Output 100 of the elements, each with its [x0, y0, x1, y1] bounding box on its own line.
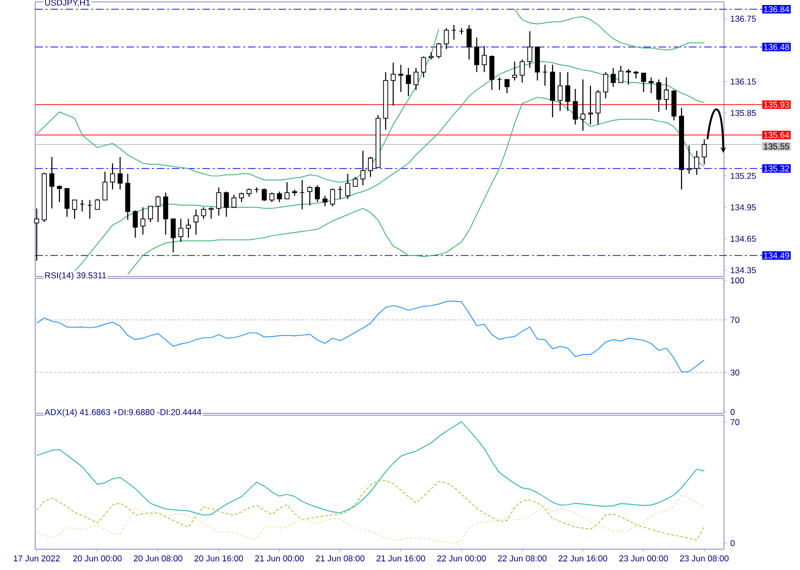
- candlestick: [110, 162, 116, 190]
- candlestick: [368, 156, 373, 178]
- y-tick-label: 136.75: [730, 16, 756, 22]
- line-series: [36, 300, 705, 372]
- candlestick: [345, 173, 350, 200]
- candlestick: [413, 67, 418, 90]
- candlestick: [193, 208, 198, 236]
- candlestick: [406, 67, 411, 97]
- candlestick: [231, 194, 236, 208]
- x-tick-label: 23 Jun 00:00: [619, 555, 668, 562]
- candlestick: [156, 195, 161, 222]
- ref-line-label: 136.84: [764, 6, 790, 12]
- candlestick: [178, 218, 184, 242]
- candlestick: [360, 150, 366, 186]
- candlestick: [512, 61, 518, 81]
- chart-title: USDJPY,H1: [45, 0, 90, 7]
- y-tick-label: 0: [730, 540, 735, 546]
- candlestick: [322, 195, 328, 207]
- x-tick-label: 21 Jun 00:00: [255, 555, 304, 562]
- candlestick: [186, 218, 191, 238]
- x-tick-label: 22 Jun 00:00: [437, 555, 486, 562]
- candlestick: [34, 208, 40, 262]
- candlestick: [648, 76, 654, 94]
- x-tick-label: 20 Jun 16:00: [194, 555, 244, 562]
- x-tick-label: 23 Jun 08:00: [680, 555, 729, 562]
- ref-line-label: 135.64: [764, 132, 790, 138]
- candlestick: [64, 188, 70, 218]
- candlestick: [224, 191, 229, 218]
- candlestick: [436, 42, 442, 59]
- candlestick: [603, 72, 608, 99]
- candlestick: [269, 192, 274, 203]
- x-tick-label: 17 Jun 2022: [14, 555, 60, 562]
- candlestick: [276, 191, 282, 203]
- candlestick: [572, 88, 578, 126]
- candlestick: [444, 28, 449, 50]
- ref-line-label: 135.32: [764, 165, 790, 172]
- candlestick: [558, 72, 563, 112]
- candlestick: [686, 144, 692, 174]
- candlestick: [262, 188, 267, 202]
- ref-line-label: 135.93: [764, 102, 790, 108]
- candlestick: [94, 198, 100, 210]
- candlestick: [239, 192, 244, 203]
- candlestick: [201, 206, 206, 220]
- candlestick: [49, 156, 54, 209]
- x-tick-label: 21 Jun 16:00: [376, 555, 426, 562]
- y-tick-label: 70: [730, 316, 740, 323]
- candlestick: [527, 30, 532, 68]
- chart-title: RSI(14) 39.5311: [45, 272, 106, 280]
- candlestick: [694, 150, 700, 176]
- candlestick: [664, 76, 669, 110]
- candlestick: [520, 58, 525, 84]
- candlestick: [610, 67, 616, 88]
- y-tick-label: 70: [730, 419, 740, 426]
- candlestick: [132, 210, 138, 238]
- y-tick-label: 134.35: [730, 267, 756, 274]
- chart-title: ADX(14) 41.6863 +DI:9.6880 -DI:20.4444: [44, 408, 202, 417]
- x-tick-label: 22 Jun 16:00: [558, 555, 608, 562]
- candlestick: [656, 78, 662, 112]
- ref-line-label: 134.49: [764, 252, 790, 259]
- y-tick-label: 135.85: [730, 110, 756, 116]
- candlestick: [307, 186, 312, 206]
- candlestick: [163, 192, 168, 236]
- x-tick-label: 20 Jun 08:00: [134, 555, 182, 562]
- candlestick: [626, 68, 631, 86]
- y-tick-label: 30: [730, 369, 740, 376]
- ref-line-label: 135.55: [764, 143, 790, 150]
- candlestick: [208, 206, 214, 220]
- y-tick-label: 136.15: [730, 78, 756, 85]
- candlestick: [588, 85, 593, 126]
- candlestick: [565, 72, 570, 112]
- candlestick: [72, 199, 78, 220]
- candlestick: [118, 156, 123, 190]
- candlestick: [489, 54, 494, 90]
- candlestick: [56, 184, 62, 203]
- y-tick-label: 134.65: [730, 236, 756, 242]
- candlestick: [702, 138, 707, 165]
- candlestick: [330, 188, 336, 207]
- y-tick-label: 134.95: [730, 204, 756, 210]
- ref-line-label: 136.48: [764, 44, 790, 50]
- candlestick: [596, 89, 601, 126]
- candlestick: [421, 56, 426, 78]
- candlestick: [352, 176, 358, 187]
- x-tick-label: 22 Jun 08:00: [498, 555, 546, 562]
- candlestick: [284, 182, 290, 200]
- candlestick: [466, 24, 472, 60]
- candlestick: [140, 206, 146, 236]
- x-tick-label: 20 Jun 00:00: [73, 555, 122, 562]
- candlestick: [482, 45, 487, 73]
- candlestick: [170, 218, 176, 253]
- candlestick: [148, 206, 153, 222]
- candlestick: [504, 78, 510, 94]
- candlestick: [474, 36, 480, 73]
- y-tick-label: 100: [730, 277, 744, 284]
- candlestick: [618, 65, 624, 84]
- candlestick: [102, 171, 108, 200]
- candlestick: [390, 62, 396, 106]
- candlestick: [216, 186, 222, 216]
- candlestick: [314, 184, 320, 203]
- y-tick-label: 135.25: [730, 172, 756, 179]
- y-tick-label: 0: [730, 408, 735, 415]
